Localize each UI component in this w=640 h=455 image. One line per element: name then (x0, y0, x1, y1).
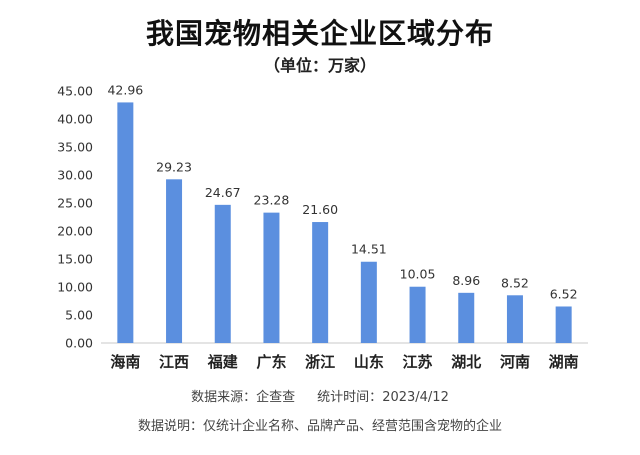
y-tick-label: 40.00 (57, 112, 93, 127)
y-tick-label: 10.00 (57, 280, 93, 295)
data-label: 6.52 (550, 286, 578, 301)
bar (263, 212, 280, 343)
bar (555, 306, 572, 343)
chart-title: 我国宠物相关企业区域分布 (145, 17, 494, 50)
source-line: 数据来源：企查查 统计时间：2023/4/12 (0, 386, 640, 405)
time-value: 2023/4/12 (382, 390, 449, 405)
data-label: 8.52 (501, 275, 529, 290)
y-tick-label: 5.00 (65, 308, 93, 323)
y-tick-label: 35.00 (57, 140, 93, 155)
y-tick-label: 25.00 (57, 196, 93, 211)
x-tick-label: 广东 (256, 353, 286, 371)
chart-subtitle: （单位：万家） (263, 56, 376, 75)
data-note: 数据说明：仅统计企业名称、品牌产品、经营范围含宠物的企业 (137, 419, 502, 434)
data-label: 8.96 (452, 273, 480, 288)
bar (214, 204, 231, 343)
data-label: 10.05 (400, 267, 436, 282)
y-tick-label: 30.00 (57, 168, 93, 183)
bar (360, 261, 377, 343)
y-tick-label: 45.00 (57, 84, 93, 99)
x-tick-label: 山东 (354, 353, 384, 371)
x-tick-label: 海南 (110, 353, 140, 371)
time-label: 统计时间： (317, 390, 383, 405)
x-tick-label: 江苏 (403, 353, 433, 371)
y-tick-label: 0.00 (65, 336, 93, 351)
data-label: 24.67 (205, 185, 241, 200)
bar (117, 102, 134, 343)
data-label: 21.60 (302, 202, 338, 217)
bar (409, 286, 426, 343)
x-tick-label: 湖北 (451, 353, 481, 371)
data-label: 42.96 (107, 82, 143, 97)
bar (458, 292, 475, 343)
x-tick-label: 浙江 (305, 353, 335, 371)
bar (166, 179, 183, 343)
y-tick-label: 20.00 (57, 224, 93, 239)
x-tick-label: 福建 (207, 353, 239, 371)
data-label: 29.23 (156, 159, 192, 174)
data-label: 23.28 (254, 193, 290, 208)
x-tick-label: 湖南 (549, 353, 579, 371)
bar (312, 222, 329, 343)
source-value: 企查查 (256, 390, 296, 405)
data-label: 14.51 (351, 242, 387, 257)
source-label: 数据来源： (191, 390, 257, 405)
y-tick-label: 15.00 (57, 252, 93, 267)
x-tick-label: 河南 (500, 353, 530, 371)
bar (506, 295, 523, 343)
x-tick-label: 江西 (159, 353, 189, 371)
